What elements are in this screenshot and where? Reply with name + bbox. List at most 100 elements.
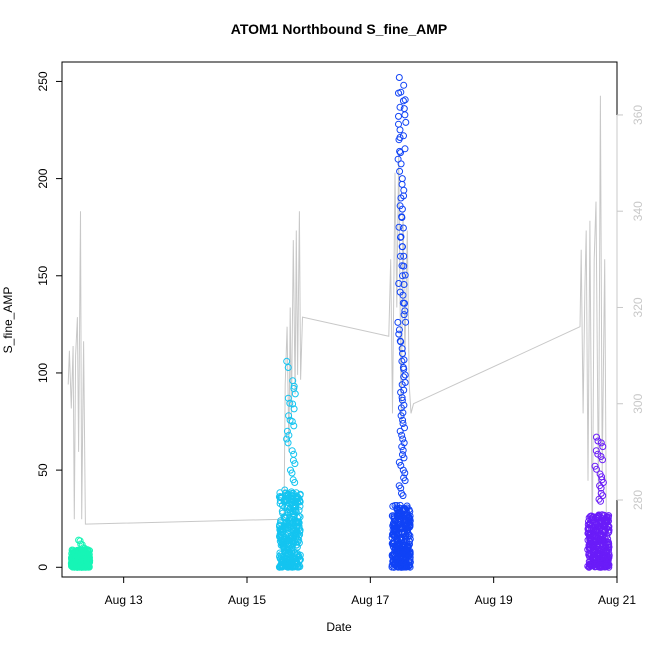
data-point bbox=[290, 450, 298, 458]
data-point bbox=[400, 132, 407, 140]
data-point bbox=[284, 364, 292, 371]
data-point bbox=[406, 556, 414, 564]
data-point bbox=[597, 484, 605, 492]
data-point bbox=[604, 517, 612, 525]
data-point bbox=[395, 223, 403, 231]
data-point bbox=[276, 563, 284, 570]
data-point bbox=[291, 503, 299, 511]
data-point bbox=[404, 526, 412, 534]
right-series-layer bbox=[67, 95, 607, 549]
data-point bbox=[398, 563, 406, 571]
y-axis-label: S_fine_AMP bbox=[1, 287, 15, 354]
data-point bbox=[400, 311, 408, 319]
data-point bbox=[593, 542, 601, 550]
data-point bbox=[404, 523, 411, 531]
data-point bbox=[401, 424, 408, 432]
data-point bbox=[397, 550, 405, 558]
data-point bbox=[286, 556, 294, 564]
data-point bbox=[401, 271, 409, 279]
data-point bbox=[400, 454, 408, 462]
data-point bbox=[390, 550, 398, 557]
data-point bbox=[399, 97, 407, 105]
data-point bbox=[81, 544, 89, 552]
data-point bbox=[393, 554, 401, 562]
data-point bbox=[401, 371, 409, 379]
data-point bbox=[396, 167, 404, 175]
data-point bbox=[286, 399, 294, 407]
data-point bbox=[395, 330, 403, 338]
data-point bbox=[603, 514, 611, 522]
data-point bbox=[292, 535, 300, 543]
data-point bbox=[398, 431, 406, 439]
data-point bbox=[400, 252, 408, 260]
data-point bbox=[406, 553, 414, 561]
data-point bbox=[395, 112, 402, 120]
data-point bbox=[291, 548, 299, 556]
data-point bbox=[397, 404, 405, 412]
data-point bbox=[397, 194, 405, 202]
data-point bbox=[389, 530, 397, 538]
data-point bbox=[291, 460, 299, 468]
data-point bbox=[390, 521, 398, 529]
data-point bbox=[593, 433, 600, 441]
data-point bbox=[592, 535, 599, 542]
data-point bbox=[278, 501, 286, 509]
data-point bbox=[592, 551, 600, 558]
data-point bbox=[398, 443, 406, 451]
data-point bbox=[290, 511, 298, 519]
data-point bbox=[291, 390, 299, 398]
data-point bbox=[593, 465, 600, 473]
cluster-4 bbox=[584, 433, 613, 571]
data-point bbox=[585, 518, 592, 525]
y-right-tick-label: 360 bbox=[631, 105, 645, 125]
data-point bbox=[388, 561, 396, 569]
data-point bbox=[396, 103, 404, 111]
data-point bbox=[282, 547, 290, 555]
y-left-tick-label: 0 bbox=[36, 564, 50, 571]
data-point bbox=[405, 506, 413, 514]
data-point bbox=[399, 451, 406, 459]
data-point bbox=[389, 542, 397, 550]
y-axis-left: 0 50 100 150 200 250 bbox=[36, 71, 63, 571]
data-point bbox=[394, 537, 402, 545]
data-point bbox=[596, 527, 604, 535]
x-tick-label: Aug 15 bbox=[228, 593, 266, 607]
data-point bbox=[283, 357, 291, 365]
data-point bbox=[283, 435, 291, 443]
y-right-tick-label: 280 bbox=[631, 490, 645, 510]
data-point bbox=[401, 307, 409, 315]
y-right-tick-label: 320 bbox=[631, 297, 645, 317]
data-point bbox=[84, 552, 92, 560]
data-point bbox=[599, 532, 607, 540]
data-point bbox=[288, 447, 296, 455]
data-point bbox=[291, 479, 299, 486]
data-point bbox=[397, 338, 405, 346]
data-point bbox=[290, 422, 298, 430]
data-point bbox=[395, 74, 403, 81]
data-point bbox=[401, 111, 409, 119]
data-point bbox=[288, 469, 296, 477]
data-point bbox=[72, 551, 80, 559]
data-point bbox=[405, 531, 413, 539]
data-point bbox=[398, 345, 406, 353]
data-point bbox=[587, 562, 595, 569]
data-point bbox=[285, 518, 293, 526]
y-axis-right: 280 300 320 340 360 bbox=[616, 105, 645, 510]
data-point bbox=[395, 89, 402, 97]
data-point bbox=[285, 412, 293, 420]
data-point bbox=[281, 514, 289, 522]
data-point bbox=[284, 394, 292, 402]
x-tick-label: Aug 13 bbox=[105, 593, 143, 607]
data-point bbox=[398, 175, 406, 183]
data-point bbox=[399, 492, 407, 500]
data-point bbox=[69, 556, 77, 564]
data-point bbox=[599, 456, 606, 464]
data-point bbox=[296, 491, 304, 499]
data-point bbox=[603, 555, 611, 563]
data-point bbox=[389, 502, 397, 510]
plot-frame bbox=[61, 61, 618, 578]
data-point bbox=[290, 405, 298, 413]
data-point bbox=[395, 280, 403, 287]
y-right-tick-label: 300 bbox=[631, 393, 645, 413]
data-point bbox=[397, 412, 405, 420]
